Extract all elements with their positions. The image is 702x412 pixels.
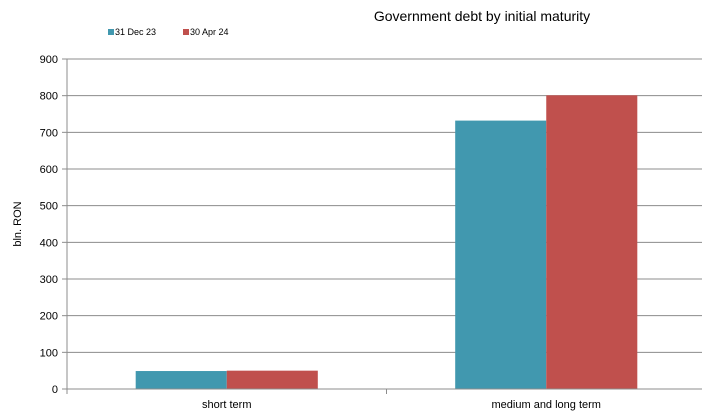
legend-label: 30 Apr 24 bbox=[190, 27, 229, 37]
x-axis-categories: short term medium and long term bbox=[202, 399, 601, 411]
bar-0-0 bbox=[135, 371, 227, 389]
y-tick-label: 800 bbox=[40, 91, 58, 103]
x-category-label: medium and long term bbox=[492, 399, 601, 411]
legend-label: 31 Dec 23 bbox=[115, 27, 156, 37]
bars bbox=[135, 95, 638, 390]
y-tick-label: 700 bbox=[40, 127, 58, 139]
y-tick-label: 0 bbox=[52, 384, 58, 396]
y-tick-label: 900 bbox=[40, 54, 58, 66]
y-axis-ticks: 0 100 200 300 400 500 600 700 800 900 bbox=[40, 54, 67, 396]
x-category-label: short term bbox=[202, 399, 252, 411]
y-tick-label: 100 bbox=[40, 347, 58, 359]
legend-swatch bbox=[183, 29, 189, 35]
y-tick-label: 200 bbox=[40, 311, 58, 323]
bar-1-1 bbox=[546, 95, 638, 390]
y-tick-label: 600 bbox=[40, 164, 58, 176]
legend-swatch bbox=[108, 29, 114, 35]
y-tick-label: 300 bbox=[40, 274, 58, 286]
axes bbox=[66, 59, 702, 394]
chart-title: Government debt by initial maturity bbox=[374, 8, 590, 24]
y-tick-label: 500 bbox=[40, 201, 58, 213]
y-axis-label: bln. RON bbox=[12, 201, 24, 246]
gridlines bbox=[67, 58, 702, 353]
legend: 31 Dec 23 30 Apr 24 bbox=[108, 27, 229, 37]
bar-1-0 bbox=[455, 120, 547, 389]
bar-0-1 bbox=[226, 370, 318, 389]
y-tick-label: 400 bbox=[40, 237, 58, 249]
